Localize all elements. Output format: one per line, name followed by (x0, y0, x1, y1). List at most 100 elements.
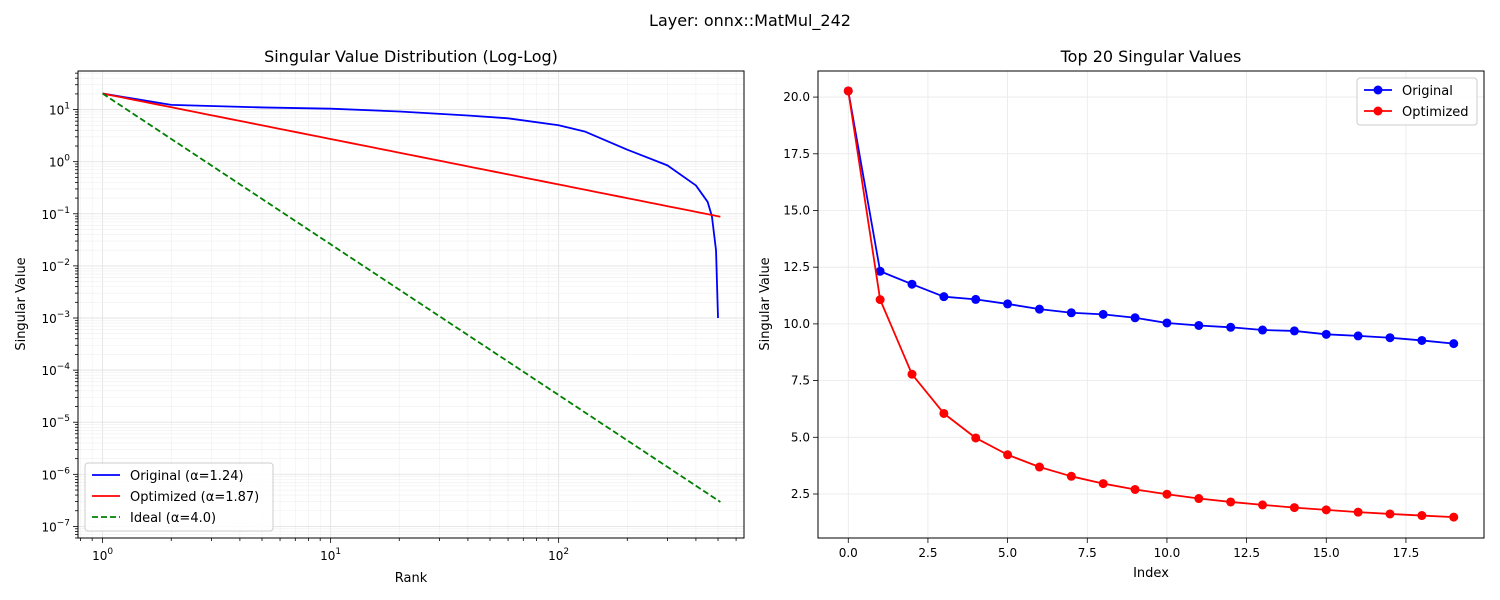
legend-marker-original (1373, 85, 1383, 95)
y-tick-label-exponent: −5 (57, 414, 70, 424)
top20-grid (818, 71, 1484, 538)
data-point-optimized (1258, 500, 1268, 510)
y-tick-label: 10.0 (783, 317, 810, 331)
y-tick-label: 12.5 (783, 260, 810, 274)
data-point-optimized (1066, 471, 1076, 481)
data-point-original (1003, 299, 1013, 309)
y-tick-label-base: 10 (41, 312, 56, 326)
x-tick-label: 12.5 (1233, 546, 1260, 560)
x-tick-label-base: 10 (548, 549, 563, 563)
y-tick-label-exponent: −7 (57, 518, 70, 528)
y-tick-label: 101 (49, 102, 70, 118)
x-tick-label: 15.0 (1313, 546, 1340, 560)
top20-ticks: 0.0 2.5 5.0 7.5 10.0 12.5 15.0 17.5 2.5 5.0 7.5 10.… (783, 90, 1419, 560)
data-point-optimized (1289, 503, 1299, 513)
data-point-original (1289, 326, 1299, 336)
y-tick-label-base: 10 (41, 468, 56, 482)
loglog-legend: Original (α=1.24) Optimized (α=1.87) Ide… (84, 462, 274, 532)
legend-label-original: Original (α=1.24) (130, 469, 244, 484)
data-point-optimized (1321, 505, 1331, 515)
y-tick-label: 5.0 (791, 430, 810, 444)
legend-label-original: Original (1402, 84, 1453, 99)
legend-marker-optimized (1373, 106, 1383, 116)
loglog-title: Singular Value Distribution (Log-Log) (264, 47, 558, 66)
y-tick-label: 10−6 (41, 466, 70, 482)
top20-axes: Top 20 Singular Values 0.0 2.5 5.0 7.5 10.0 1… (758, 47, 1485, 581)
top20-series (843, 86, 1459, 522)
data-point-optimized (1417, 511, 1427, 521)
data-point-optimized (971, 433, 981, 443)
data-point-original (1417, 335, 1427, 345)
data-point-optimized (1130, 484, 1140, 494)
loglog-legend-box (84, 462, 274, 532)
series-line-optimized (847, 90, 1454, 519)
loglog-frame (77, 70, 745, 539)
y-tick-label: 15.0 (783, 203, 810, 217)
y-tick-label-exponent: −1 (57, 206, 70, 216)
data-point-optimized (875, 295, 885, 305)
data-point-optimized (1385, 509, 1395, 519)
loglog-series (102, 92, 721, 503)
loglog-ticks: 100 101 10210−710−610−510−410−310−210−1100… (41, 72, 737, 563)
y-tick-label: 10−2 (41, 258, 70, 274)
x-tick-label: 2.5 (918, 546, 937, 560)
loglog-xlabel: Rank (395, 571, 428, 586)
top20-xlabel: Index (1133, 566, 1169, 581)
loglog-ylabel: Singular Value (14, 257, 29, 350)
x-tick-label-exponent: 0 (107, 547, 113, 557)
y-tick-label-exponent: −6 (57, 466, 71, 476)
data-point-original (1353, 331, 1363, 341)
y-tick-label-exponent: −3 (57, 310, 70, 320)
data-point-original (1385, 333, 1395, 343)
y-tick-label-base: 10 (41, 520, 56, 534)
y-tick-label: 10−1 (41, 206, 70, 222)
series-line-original (847, 90, 1454, 345)
top20-legend: Original Optimized (1356, 77, 1478, 126)
data-point-optimized (1098, 479, 1108, 489)
data-point-original (1098, 309, 1108, 319)
data-point-original (939, 292, 949, 302)
x-tick-label: 0.0 (839, 546, 858, 560)
y-tick-label: 17.5 (783, 147, 810, 161)
y-tick-label-exponent: 0 (64, 154, 70, 164)
y-tick-label: 10−7 (41, 518, 70, 534)
x-tick-label: 101 (320, 547, 341, 563)
data-point-original (1194, 320, 1204, 330)
x-tick-label-base: 10 (320, 549, 335, 563)
x-tick-label: 102 (548, 547, 569, 563)
x-tick-label: 10.0 (1154, 546, 1181, 560)
legend-label-optimized: Optimized (1402, 105, 1469, 120)
data-point-original (1066, 308, 1076, 318)
top20-title: Top 20 Singular Values (1060, 47, 1242, 66)
x-tick-label-exponent: 2 (563, 547, 569, 557)
series-line-ideal (102, 92, 721, 503)
data-point-optimized (1194, 494, 1204, 504)
y-tick-label: 20.0 (783, 90, 810, 104)
series-line-optimized (102, 92, 721, 218)
y-tick-label-base: 10 (41, 260, 56, 274)
data-point-original (1162, 318, 1172, 328)
y-tick-label-base: 10 (41, 416, 56, 430)
data-point-optimized (843, 86, 853, 96)
y-tick-label-exponent: −2 (57, 258, 70, 268)
data-point-optimized (1034, 462, 1044, 472)
x-tick-label: 7.5 (1078, 546, 1097, 560)
data-point-original (1130, 313, 1140, 323)
x-tick-label: 100 (92, 547, 113, 563)
y-tick-label-base: 10 (49, 104, 64, 118)
data-point-original (971, 294, 981, 304)
data-point-original (1034, 304, 1044, 314)
data-point-optimized (907, 369, 917, 379)
data-point-optimized (1226, 497, 1236, 507)
legend-label-optimized: Optimized (α=1.87) (130, 490, 259, 505)
data-point-optimized (1003, 450, 1013, 460)
data-point-original (875, 266, 885, 276)
data-point-optimized (1449, 512, 1459, 522)
y-tick-label-base: 10 (41, 208, 56, 222)
loglog-axes: Singular Value Distribution (Log-Log) 10… (14, 47, 745, 586)
data-point-original (1321, 329, 1331, 339)
top20-frame (817, 70, 1485, 539)
x-tick-label: 5.0 (998, 546, 1017, 560)
data-point-optimized (1353, 507, 1363, 517)
